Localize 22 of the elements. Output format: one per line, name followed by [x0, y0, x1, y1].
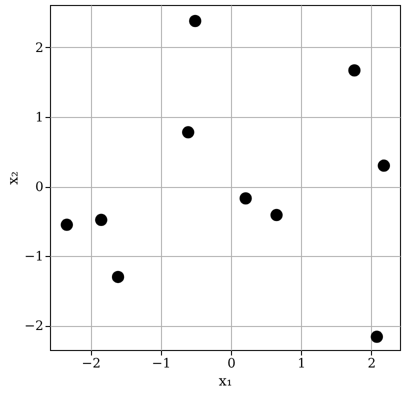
x-tick-label: 0 — [227, 356, 236, 372]
point — [60, 218, 73, 231]
y-tick-label: 0 — [35, 180, 44, 196]
point — [348, 64, 361, 76]
x-axis-title: x₁ — [218, 374, 232, 390]
y-tick-label: −2 — [24, 319, 44, 334]
y-tick-label: 2 — [35, 40, 44, 56]
point — [370, 330, 383, 343]
y-axis-title: x₂ — [5, 171, 22, 185]
point — [95, 214, 108, 226]
x-tick-label: −2 — [82, 356, 101, 372]
point — [270, 208, 283, 222]
x-tick-label: −1 — [152, 356, 171, 372]
point — [189, 14, 202, 28]
point — [112, 270, 124, 284]
x-tick-label: 1 — [297, 356, 306, 372]
point — [240, 192, 252, 204]
point — [378, 160, 390, 172]
point — [182, 126, 194, 138]
y-tick-label: −1 — [24, 250, 44, 265]
x-tick-label: 2 — [368, 356, 376, 372]
y-tick-label: 1 — [35, 110, 44, 126]
